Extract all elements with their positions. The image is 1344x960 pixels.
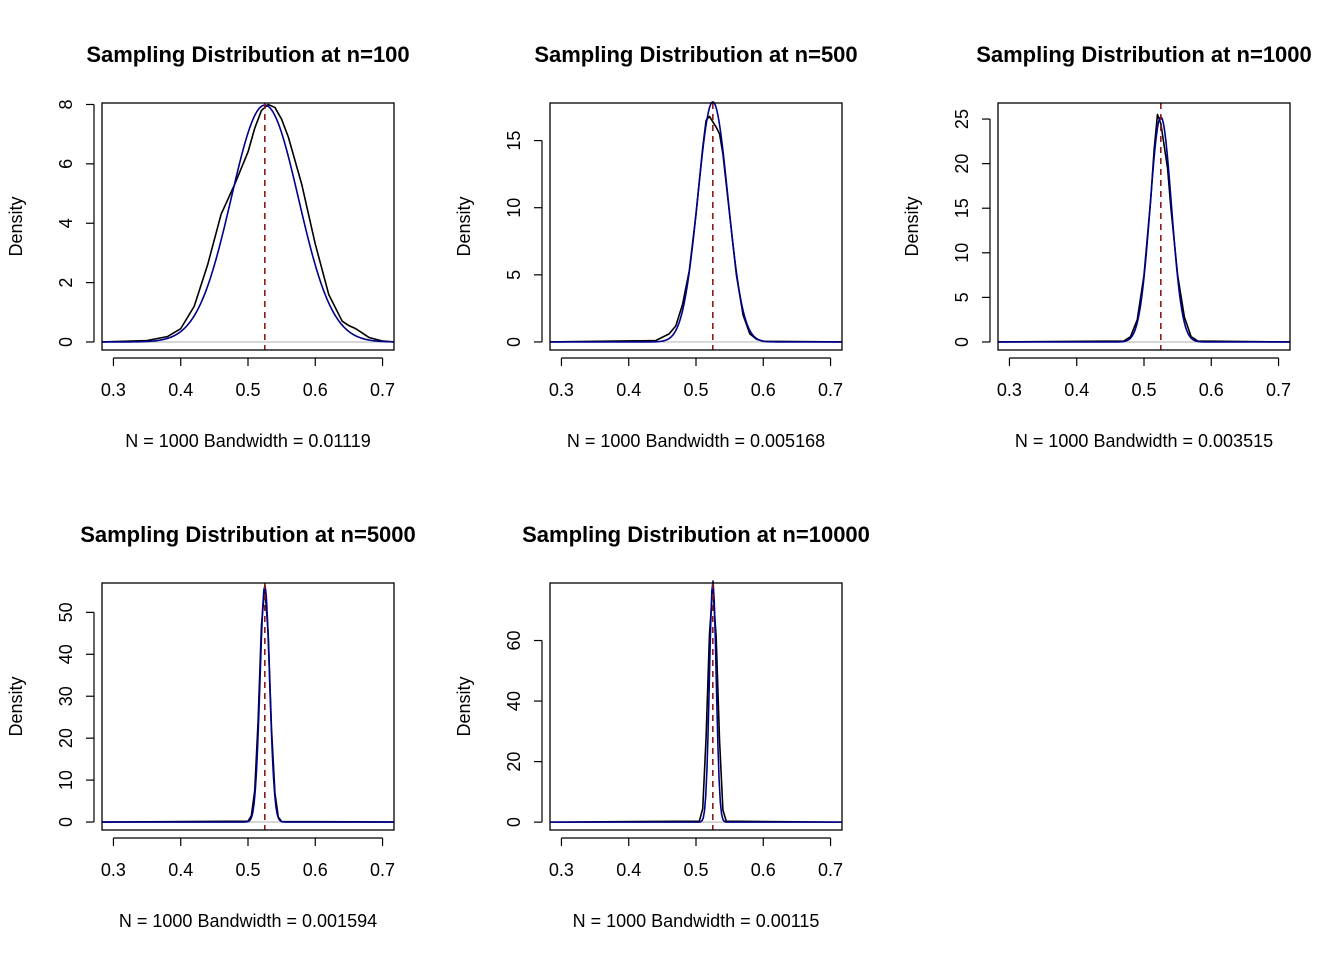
plot-frame — [101, 102, 395, 351]
y-tick-label: 25 — [952, 109, 972, 129]
chart-panel-1: Sampling Distribution at n=100 Density N =… — [6, 42, 410, 451]
x-tick-label: 0.4 — [168, 380, 193, 400]
y-axis-label: Density — [6, 676, 26, 736]
chart-title: Sampling Distribution at n=100 — [86, 42, 409, 67]
chart-title: Sampling Distribution at n=5000 — [80, 522, 416, 547]
y-axis-label: Density — [6, 196, 26, 256]
x-tick-label: 0.3 — [101, 860, 126, 880]
y-tick-label: 0 — [56, 337, 76, 347]
y-tick-label: 20 — [56, 728, 76, 748]
y-tick-label: 40 — [56, 644, 76, 664]
kde-density-line — [549, 115, 843, 343]
kde-density-line — [997, 113, 1291, 343]
x-axis-subtitle: N = 1000 Bandwidth = 0.003515 — [1015, 431, 1273, 451]
y-axis-label: Density — [454, 676, 474, 736]
normal-density-line — [102, 104, 395, 343]
y-tick-label: 8 — [56, 99, 76, 109]
x-tick-label: 0.4 — [616, 860, 641, 880]
x-tick-label: 0.3 — [549, 860, 574, 880]
chart-title: Sampling Distribution at n=1000 — [976, 42, 1312, 67]
x-tick-label: 0.5 — [1131, 380, 1156, 400]
y-tick-label: 15 — [952, 198, 972, 218]
x-axis-subtitle: N = 1000 Bandwidth = 0.005168 — [567, 431, 825, 451]
normal-density-line — [550, 101, 842, 343]
y-tick-label: 4 — [56, 218, 76, 228]
chart-panel-4: Sampling Distribution at n=5000 Density N … — [6, 522, 416, 931]
x-tick-label: 0.6 — [303, 380, 328, 400]
x-tick-label: 0.7 — [370, 380, 395, 400]
y-tick-label: 40 — [504, 691, 524, 711]
kde-density-line — [549, 585, 843, 823]
x-tick-label: 0.5 — [683, 380, 708, 400]
x-tick-label: 0.6 — [751, 380, 776, 400]
plot-frame — [997, 102, 1291, 351]
x-tick-label: 0.7 — [1266, 380, 1291, 400]
y-tick-label: 20 — [952, 154, 972, 174]
plot-frame — [549, 102, 843, 351]
y-tick-label: 0 — [56, 817, 76, 827]
y-tick-label: 5 — [952, 292, 972, 302]
chart-panel-2: Sampling Distribution at n=500 Density N =… — [454, 42, 858, 451]
y-tick-label: 5 — [504, 270, 524, 280]
y-tick-label: 20 — [504, 752, 524, 772]
y-tick-label: 60 — [504, 630, 524, 650]
x-axis-subtitle: N = 1000 Bandwidth = 0.001594 — [119, 911, 377, 931]
x-tick-label: 0.6 — [303, 860, 328, 880]
y-tick-label: 6 — [56, 159, 76, 169]
x-tick-label: 0.4 — [1064, 380, 1089, 400]
x-tick-label: 0.7 — [818, 860, 843, 880]
kde-density-line — [101, 103, 395, 343]
kde-density-line — [101, 586, 395, 823]
y-tick-label: 30 — [56, 686, 76, 706]
plot-frame — [549, 582, 843, 831]
chart-title: Sampling Distribution at n=500 — [534, 42, 857, 67]
x-axis-subtitle: N = 1000 Bandwidth = 0.01119 — [125, 431, 371, 451]
x-tick-label: 0.4 — [168, 860, 193, 880]
x-tick-label: 0.3 — [101, 380, 126, 400]
x-tick-label: 0.3 — [997, 380, 1022, 400]
x-tick-label: 0.5 — [235, 380, 260, 400]
y-tick-label: 10 — [56, 770, 76, 790]
y-tick-label: 50 — [56, 602, 76, 622]
y-axis-label: Density — [454, 196, 474, 256]
y-tick-label: 2 — [56, 278, 76, 288]
normal-density-line — [102, 584, 394, 823]
x-axis-subtitle: N = 1000 Bandwidth = 0.00115 — [573, 911, 820, 931]
y-axis-label: Density — [902, 196, 922, 256]
x-tick-label: 0.7 — [818, 380, 843, 400]
y-tick-label: 10 — [952, 243, 972, 263]
x-tick-label: 0.6 — [751, 860, 776, 880]
plot-frame — [101, 582, 395, 831]
x-tick-label: 0.7 — [370, 860, 395, 880]
y-tick-label: 0 — [504, 337, 524, 347]
y-tick-label: 15 — [504, 131, 524, 151]
chart-title: Sampling Distribution at n=10000 — [522, 522, 870, 547]
normal-density-line — [998, 116, 1290, 343]
chart-panel-3: Sampling Distribution at n=1000 Density N … — [902, 42, 1312, 451]
normal-density-line — [550, 580, 842, 823]
x-tick-label: 0.6 — [1199, 380, 1224, 400]
chart-panel-5: Sampling Distribution at n=10000 Density N… — [454, 522, 870, 931]
y-tick-label: 0 — [952, 337, 972, 347]
y-tick-label: 10 — [504, 198, 524, 218]
x-tick-label: 0.5 — [683, 860, 708, 880]
x-tick-label: 0.4 — [616, 380, 641, 400]
y-tick-label: 0 — [504, 817, 524, 827]
x-tick-label: 0.5 — [235, 860, 260, 880]
x-tick-label: 0.3 — [549, 380, 574, 400]
